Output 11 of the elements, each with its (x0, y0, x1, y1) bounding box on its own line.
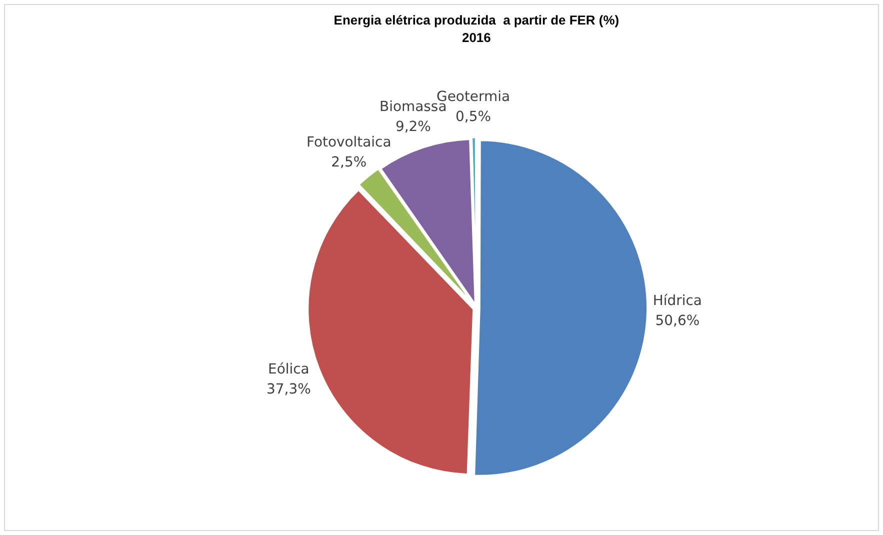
chart-subtitle: 2016 (462, 30, 491, 45)
data-label: 9,2% (395, 119, 431, 135)
data-label: 37,3% (266, 381, 311, 398)
data-label: 50,6% (655, 313, 700, 329)
slice-label: Eólica (268, 361, 310, 378)
slice-label: Fotovoltaica (306, 134, 392, 150)
slice-label: Biomassa (380, 99, 447, 116)
data-label: 0,5% (456, 108, 491, 125)
data-label: 2,5% (331, 154, 367, 170)
slice-label: Hídrica (652, 293, 702, 310)
chart-title: Energia elétrica produzida a partir de FER (%) (334, 12, 620, 28)
